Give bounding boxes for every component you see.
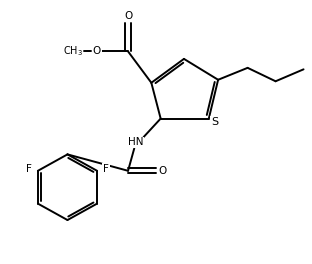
Text: S: S: [211, 117, 218, 127]
Text: O: O: [159, 166, 167, 176]
Text: HN: HN: [128, 138, 144, 148]
Text: O: O: [124, 11, 132, 21]
Text: CH$_3$: CH$_3$: [63, 45, 83, 58]
Text: F: F: [26, 164, 32, 174]
Text: O: O: [93, 46, 101, 56]
Text: F: F: [103, 164, 109, 174]
